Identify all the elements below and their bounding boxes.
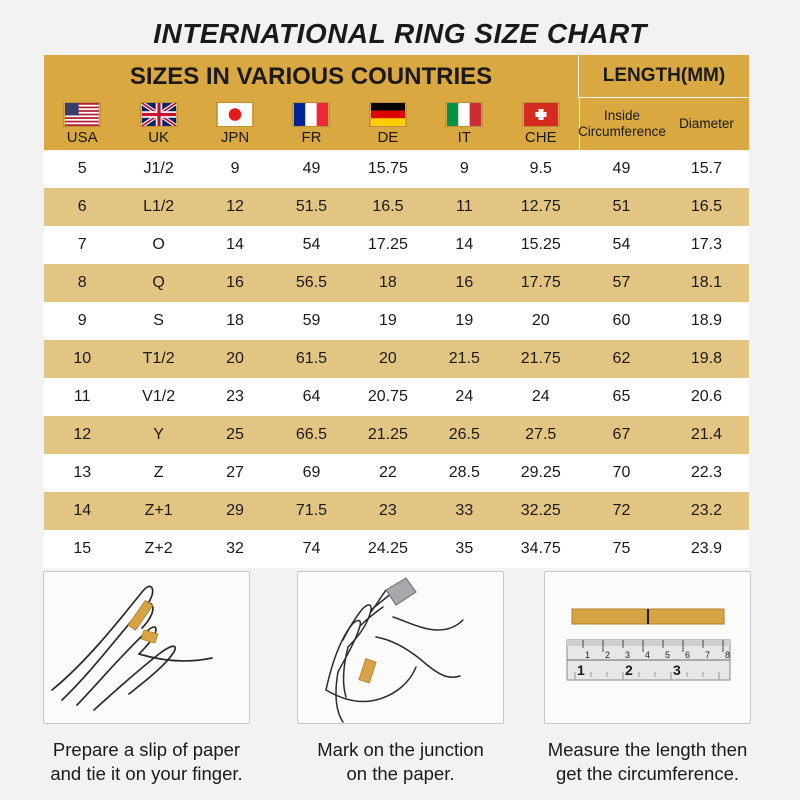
svg-text:4: 4 — [645, 650, 650, 660]
svg-text:2: 2 — [625, 662, 633, 678]
svg-text:1: 1 — [585, 650, 590, 660]
svg-text:3: 3 — [673, 662, 681, 678]
svg-text:7: 7 — [705, 650, 710, 660]
svg-text:1: 1 — [577, 662, 585, 678]
svg-text:8: 8 — [725, 650, 730, 660]
svg-text:6: 6 — [685, 650, 690, 660]
svg-text:3: 3 — [625, 650, 630, 660]
svg-text:5: 5 — [665, 650, 670, 660]
svg-text:2: 2 — [605, 650, 610, 660]
